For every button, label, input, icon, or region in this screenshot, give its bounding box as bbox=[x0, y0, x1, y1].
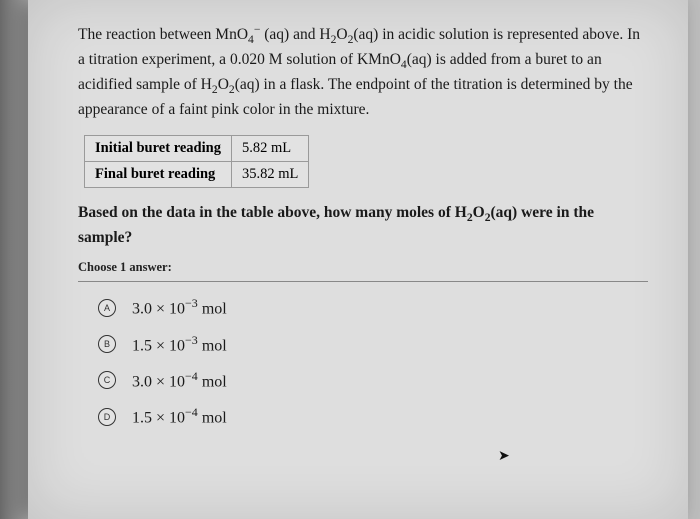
formula-h2o2: H2O2(aq) bbox=[319, 26, 378, 43]
option-letter-circle: D bbox=[98, 408, 116, 426]
question-page: The reaction between MnO4− (aq) and H2O2… bbox=[28, 0, 688, 519]
table-label: Initial buret reading bbox=[85, 136, 232, 162]
choose-label: Choose 1 answer: bbox=[78, 260, 648, 275]
buret-data-table: Initial buret reading 5.82 mL Final bure… bbox=[84, 135, 309, 188]
molarity-value: 0.020 M bbox=[230, 51, 283, 68]
prompt-paragraph: The reaction between MnO4− (aq) and H2O2… bbox=[78, 22, 648, 121]
answer-text: 3.0 × 10−3 mol bbox=[132, 296, 227, 318]
answer-option-c[interactable]: C 3.0 × 10−4 mol bbox=[98, 369, 648, 391]
question-text: Based on the data in the table above, ho… bbox=[78, 202, 648, 248]
prompt-text: The reaction between bbox=[78, 26, 215, 43]
prompt-text: and bbox=[289, 26, 319, 43]
table-label: Final buret reading bbox=[85, 162, 232, 188]
prompt-text: solution of bbox=[282, 51, 357, 68]
table-value: 5.82 mL bbox=[231, 136, 308, 162]
table-row: Initial buret reading 5.82 mL bbox=[85, 136, 309, 162]
answer-text: 1.5 × 10−3 mol bbox=[132, 333, 227, 355]
answer-text: 1.5 × 10−4 mol bbox=[132, 405, 227, 427]
divider bbox=[78, 281, 648, 282]
answer-list: A 3.0 × 10−3 mol B 1.5 × 10−3 mol C 3.0 … bbox=[78, 296, 648, 427]
cursor-icon: ➤ bbox=[498, 448, 510, 465]
formula-h2o2-b: H2O2(aq) bbox=[201, 76, 260, 93]
formula-mno4: MnO4− (aq) bbox=[215, 26, 289, 43]
table-row: Final buret reading 35.82 mL bbox=[85, 162, 309, 188]
option-letter-circle: B bbox=[98, 335, 116, 353]
formula-kmno4: KMnO4(aq) bbox=[357, 51, 432, 68]
option-letter-circle: A bbox=[98, 299, 116, 317]
option-letter-circle: C bbox=[98, 371, 116, 389]
answer-text: 3.0 × 10−4 mol bbox=[132, 369, 227, 391]
formula-h2o2-q: H2O2(aq) bbox=[455, 204, 517, 221]
table-value: 35.82 mL bbox=[231, 162, 308, 188]
answer-option-a[interactable]: A 3.0 × 10−3 mol bbox=[98, 296, 648, 318]
answer-option-d[interactable]: D 1.5 × 10−4 mol bbox=[98, 405, 648, 427]
answer-option-b[interactable]: B 1.5 × 10−3 mol bbox=[98, 333, 648, 355]
